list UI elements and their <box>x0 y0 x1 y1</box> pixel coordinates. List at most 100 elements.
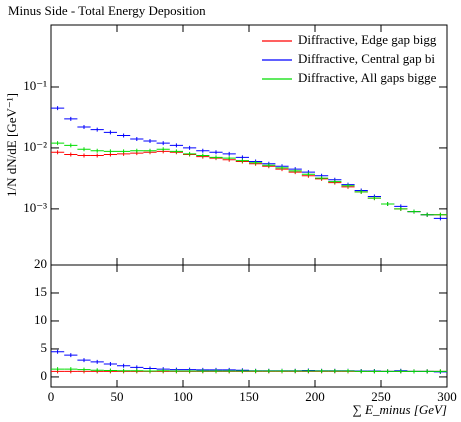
data-point <box>367 369 381 374</box>
y-tick-label: 5 <box>41 340 48 355</box>
data-point <box>117 363 131 368</box>
y-tick-label: 10⁻² <box>23 139 47 154</box>
data-point <box>196 148 210 153</box>
x-tick-label: 100 <box>173 389 193 404</box>
y-tick-label: 15 <box>34 284 47 299</box>
data-point <box>315 176 329 181</box>
data-point <box>77 358 91 363</box>
data-point <box>130 137 144 142</box>
data-point <box>328 369 342 374</box>
legend-label: Diffractive, Edge gap bigg <box>298 32 437 47</box>
x-tick-label: 300 <box>437 389 457 404</box>
data-point <box>301 369 315 374</box>
x-tick-label: 50 <box>111 389 124 404</box>
x-axis-label: ∑ E_minus [GeV] <box>353 402 448 417</box>
data-point <box>222 156 236 161</box>
data-point <box>64 353 78 358</box>
data-point <box>394 206 408 211</box>
x-tick-label: 250 <box>371 389 391 404</box>
data-point <box>169 369 183 374</box>
data-point <box>249 160 263 165</box>
data-point <box>433 369 447 374</box>
legend-label: Diffractive, Central gap bi <box>298 51 435 66</box>
data-point <box>103 362 117 367</box>
y-tick-label: 10⁻¹ <box>23 78 47 93</box>
data-point <box>64 367 78 372</box>
data-point <box>169 149 183 154</box>
data-point <box>103 130 117 135</box>
data-point <box>262 163 276 168</box>
data-point <box>156 368 170 373</box>
y-tick-label: 0 <box>41 368 48 383</box>
data-point <box>381 369 395 374</box>
data-point <box>249 369 263 374</box>
data-point <box>51 349 65 354</box>
data-point <box>117 368 131 373</box>
data-point <box>77 367 91 372</box>
data-point <box>275 369 289 374</box>
data-point <box>51 141 65 146</box>
data-point <box>90 368 104 373</box>
data-point <box>367 196 381 201</box>
data-point <box>77 147 91 152</box>
data-point <box>77 153 91 158</box>
data-point <box>130 368 144 373</box>
data-point <box>381 202 395 207</box>
chart-title: Minus Side - Total Energy Deposition <box>8 3 206 18</box>
data-point <box>328 179 342 184</box>
data-point <box>183 369 197 374</box>
data-point <box>143 138 157 143</box>
data-point <box>117 133 131 138</box>
data-point <box>209 369 223 374</box>
data-point <box>354 189 368 194</box>
data-point <box>169 143 183 148</box>
data-point <box>222 369 236 374</box>
data-point <box>288 369 302 374</box>
data-point <box>394 369 408 374</box>
data-point <box>433 216 447 221</box>
data-point <box>420 369 434 374</box>
data-point <box>117 149 131 154</box>
data-point <box>90 148 104 153</box>
data-point <box>420 212 434 217</box>
data-point <box>183 145 197 150</box>
data-point <box>196 369 210 374</box>
data-point <box>64 152 78 157</box>
y-axis-label: 1/N dN/dE [GeV⁻¹] <box>4 93 19 197</box>
data-point <box>156 141 170 146</box>
y-tick-label: 20 <box>34 256 47 271</box>
data-point <box>433 212 447 217</box>
data-point <box>235 369 249 374</box>
legend-label: Diffractive, All gaps bigge <box>298 70 437 85</box>
data-point <box>64 116 78 121</box>
data-point <box>90 127 104 132</box>
data-point <box>90 359 104 364</box>
data-point <box>183 151 197 156</box>
data-point <box>341 183 355 188</box>
data-point <box>196 153 210 158</box>
data-point <box>103 368 117 373</box>
data-point <box>130 148 144 153</box>
data-point <box>407 209 421 214</box>
data-point <box>235 158 249 163</box>
data-point <box>156 147 170 152</box>
data-point <box>143 369 157 374</box>
data-point <box>275 165 289 170</box>
data-point <box>315 369 329 374</box>
data-point <box>262 369 276 374</box>
data-point <box>77 125 91 130</box>
data-point <box>64 143 78 148</box>
data-point <box>209 150 223 155</box>
data-point <box>103 149 117 154</box>
data-point <box>354 369 368 374</box>
y-tick-label: 10 <box>34 312 47 327</box>
data-point <box>301 172 315 177</box>
x-tick-label: 150 <box>239 389 259 404</box>
data-point <box>222 151 236 156</box>
data-point <box>51 150 65 155</box>
data-point <box>209 155 223 160</box>
data-point <box>90 153 104 158</box>
x-tick-label: 200 <box>305 389 325 404</box>
data-point <box>288 168 302 173</box>
